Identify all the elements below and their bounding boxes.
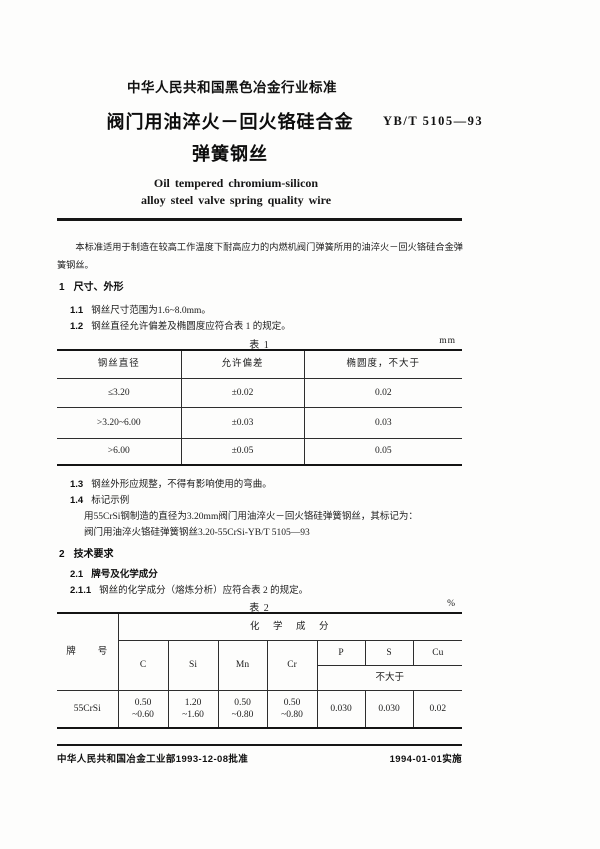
table-2-group-header-row: 牌 号 化 学 成 分 bbox=[57, 613, 463, 691]
table-1-cell: >6.00 bbox=[57, 437, 182, 465]
table-2-value-s: 0.030 bbox=[364, 689, 414, 728]
table-row: >3.20~6.00 ±0.03 0.03 bbox=[57, 406, 462, 439]
table-2-header-element-c: C bbox=[118, 639, 169, 691]
table-2-header-element-p: P bbox=[316, 639, 366, 666]
table-row: ≤3.20 ±0.02 0.02 bbox=[57, 377, 462, 408]
table-1-cell: 0.05 bbox=[303, 437, 462, 465]
table-1-caption: 表 1 mm bbox=[57, 336, 462, 351]
table-2-header-composition: 化 学 成 分 bbox=[117, 613, 463, 641]
footer-implementation-date: 1994-01-01实施 bbox=[389, 754, 462, 765]
issuing-org-line: 中华人民共和国黑色冶金行业标准 bbox=[127, 80, 337, 95]
clause-1-3: 1.3 钢丝外形应规整，不得有影响使用的弯曲。 bbox=[70, 479, 272, 490]
document-title-cn-line1: 阀门用油淬火－回火铬硅合金 bbox=[106, 112, 354, 132]
table-1-cell: ±0.03 bbox=[180, 406, 305, 439]
table-1-cell: 0.03 bbox=[303, 406, 462, 439]
document-title-en-line2: alloy steel valve spring quality wire bbox=[140, 193, 332, 207]
table-1-cell: 0.02 bbox=[303, 377, 462, 408]
header-divider-rule bbox=[57, 218, 462, 221]
document-title-cn-line2: 弹簧钢丝 bbox=[192, 144, 268, 164]
footer: 中华人民共和国冶金工业部1993-12-08批准 1994-01-01实施 bbox=[57, 751, 462, 765]
table-2-header-element-mn: Mn bbox=[217, 639, 268, 691]
table-2-header-grade: 牌 号 bbox=[57, 613, 119, 691]
table-1-cell: ±0.02 bbox=[180, 377, 305, 408]
table-2-caption: 表 2 % bbox=[57, 599, 462, 614]
table-2-label: 表 2 bbox=[249, 603, 270, 614]
table-2-value-p: 0.030 bbox=[316, 689, 366, 728]
table-row: >6.00 ±0.05 0.05 bbox=[57, 437, 462, 465]
table-1-label: 表 1 bbox=[249, 340, 270, 351]
table-2-element-header-row: C Si Mn Cr P S Cu bbox=[57, 639, 463, 691]
clause-2-1: 2.1 牌号及化学成分 bbox=[70, 569, 158, 580]
table-2-value-c: 0.50 ~0.60 bbox=[117, 689, 169, 728]
table-1-cell: ±0.05 bbox=[180, 437, 305, 465]
title-block: 阀门用油淬火－回火铬硅合金 弹簧钢丝 bbox=[57, 106, 403, 170]
table-2-value-cu: 0.02 bbox=[412, 689, 463, 728]
table-1-header-ovality: 椭圆度，不大于 bbox=[303, 350, 462, 379]
table-2-value-cr: 0.50 ~0.80 bbox=[266, 689, 318, 728]
standard-number: YB/T 5105—93 bbox=[383, 114, 484, 128]
clause-1-4: 1.4 标记示例 bbox=[70, 495, 130, 506]
table-1-header-row: 钢丝直径 允许偏差 椭圆度，不大于 bbox=[57, 350, 462, 379]
clause-2-1-1: 2.1.1 钢丝的化学成分（熔炼分析）应符合表 2 的规定。 bbox=[70, 585, 309, 596]
clause-1-1: 1.1 钢丝尺寸范围为1.6~8.0mm。 bbox=[70, 305, 211, 316]
section-1-heading: 1 尺寸、外形 bbox=[59, 278, 124, 293]
table-2-chemical-composition: 牌 号 化 学 成 分 C Si Mn Cr P S Cu 不大于 55CrSi… bbox=[57, 612, 463, 729]
title-block-english: Oil tempered chromium-silicon alloy stee… bbox=[57, 175, 415, 209]
footer-divider-rule bbox=[57, 744, 462, 746]
table-1-header-tolerance: 允许偏差 bbox=[180, 350, 305, 379]
marking-example-line2: 阀门用油淬火铬硅弹簧钢丝3.20-55CrSi-YB/T 5105—93 bbox=[84, 528, 310, 538]
section-2-number: 2 bbox=[59, 549, 65, 560]
section-1-title: 尺寸、外形 bbox=[73, 282, 124, 293]
table-1-cell: ≤3.20 bbox=[57, 377, 182, 408]
marking-example-line1: 用55CrSi钢制造的直径为3.20mm阀门用油淬火－回火铬硅弹簧钢丝，其标记为… bbox=[84, 512, 418, 522]
table-2-header-element-si: Si bbox=[167, 639, 219, 691]
scope-paragraph: 本标准适用于制造在较高工作温度下耐高应力的内燃机阀门弹簧所用的油淬火－回火铬硅合… bbox=[57, 242, 463, 270]
table-2-grade-value: 55CrSi bbox=[57, 689, 119, 728]
table-2-header-element-cu: Cu bbox=[412, 639, 463, 666]
document-title-en-line1: Oil tempered chromium-silicon bbox=[153, 176, 319, 190]
table-1-header-diameter: 钢丝直径 bbox=[57, 350, 182, 379]
table-1-unit: mm bbox=[439, 336, 456, 346]
table-1-cell: >3.20~6.00 bbox=[57, 406, 182, 439]
table-2-header-element-s: S bbox=[364, 639, 414, 666]
table-2-value-si: 1.20 ~1.60 bbox=[167, 689, 219, 728]
table-1-dimensions: 钢丝直径 允许偏差 椭圆度，不大于 ≤3.20 ±0.02 0.02 >3.20… bbox=[57, 349, 462, 466]
table-2-value-mn: 0.50 ~0.80 bbox=[217, 689, 268, 728]
section-1-number: 1 bbox=[59, 282, 65, 293]
table-2-unit: % bbox=[447, 599, 456, 609]
clause-1-2: 1.2 钢丝直径允许偏差及椭圆度应符合表 1 的规定。 bbox=[70, 321, 291, 332]
table-2-limit-label: 不大于 bbox=[317, 664, 463, 691]
footer-approval: 中华人民共和国冶金工业部1993-12-08批准 bbox=[57, 754, 249, 765]
table-2-header-element-cr: Cr bbox=[266, 639, 318, 691]
table-2-data-row: 55CrSi 0.50 ~0.60 1.20 ~1.60 0.50 ~0.80 … bbox=[57, 689, 463, 728]
section-2-title: 技术要求 bbox=[73, 549, 114, 560]
section-2-heading: 2 技术要求 bbox=[59, 545, 114, 560]
